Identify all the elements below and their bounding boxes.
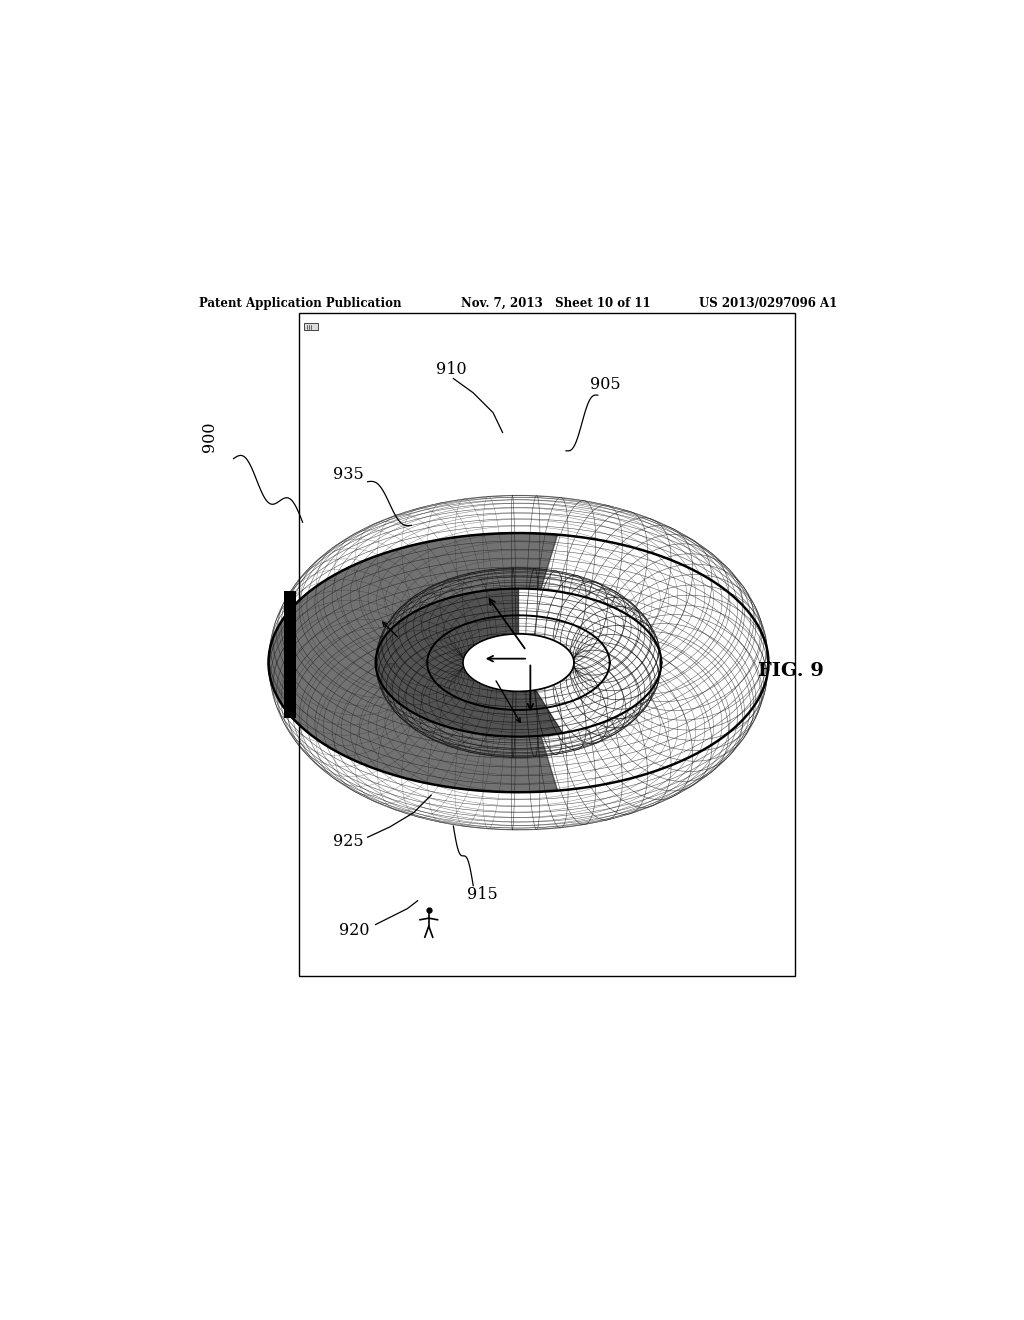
Text: 910: 910 <box>436 360 467 378</box>
Text: FIG. 9: FIG. 9 <box>758 661 823 680</box>
Text: 900: 900 <box>202 421 218 451</box>
Polygon shape <box>268 533 768 792</box>
Bar <box>304 323 318 330</box>
Text: ~3mi: ~3mi <box>377 660 398 669</box>
Polygon shape <box>376 589 562 737</box>
Text: 920: 920 <box>339 921 370 939</box>
Polygon shape <box>376 589 662 737</box>
Bar <box>285 591 296 718</box>
Text: Patent Application Publication: Patent Application Publication <box>200 297 402 310</box>
Bar <box>299 313 795 975</box>
Text: Nov. 7, 2013   Sheet 10 of 11: Nov. 7, 2013 Sheet 10 of 11 <box>461 297 651 310</box>
Text: 935: 935 <box>333 466 364 483</box>
Text: 905: 905 <box>591 376 622 393</box>
Polygon shape <box>427 615 609 710</box>
Polygon shape <box>463 634 574 692</box>
Text: 925: 925 <box>333 833 364 850</box>
Text: US 2013/0297096 A1: US 2013/0297096 A1 <box>699 297 838 310</box>
Polygon shape <box>268 533 557 792</box>
Text: 915: 915 <box>467 886 498 903</box>
